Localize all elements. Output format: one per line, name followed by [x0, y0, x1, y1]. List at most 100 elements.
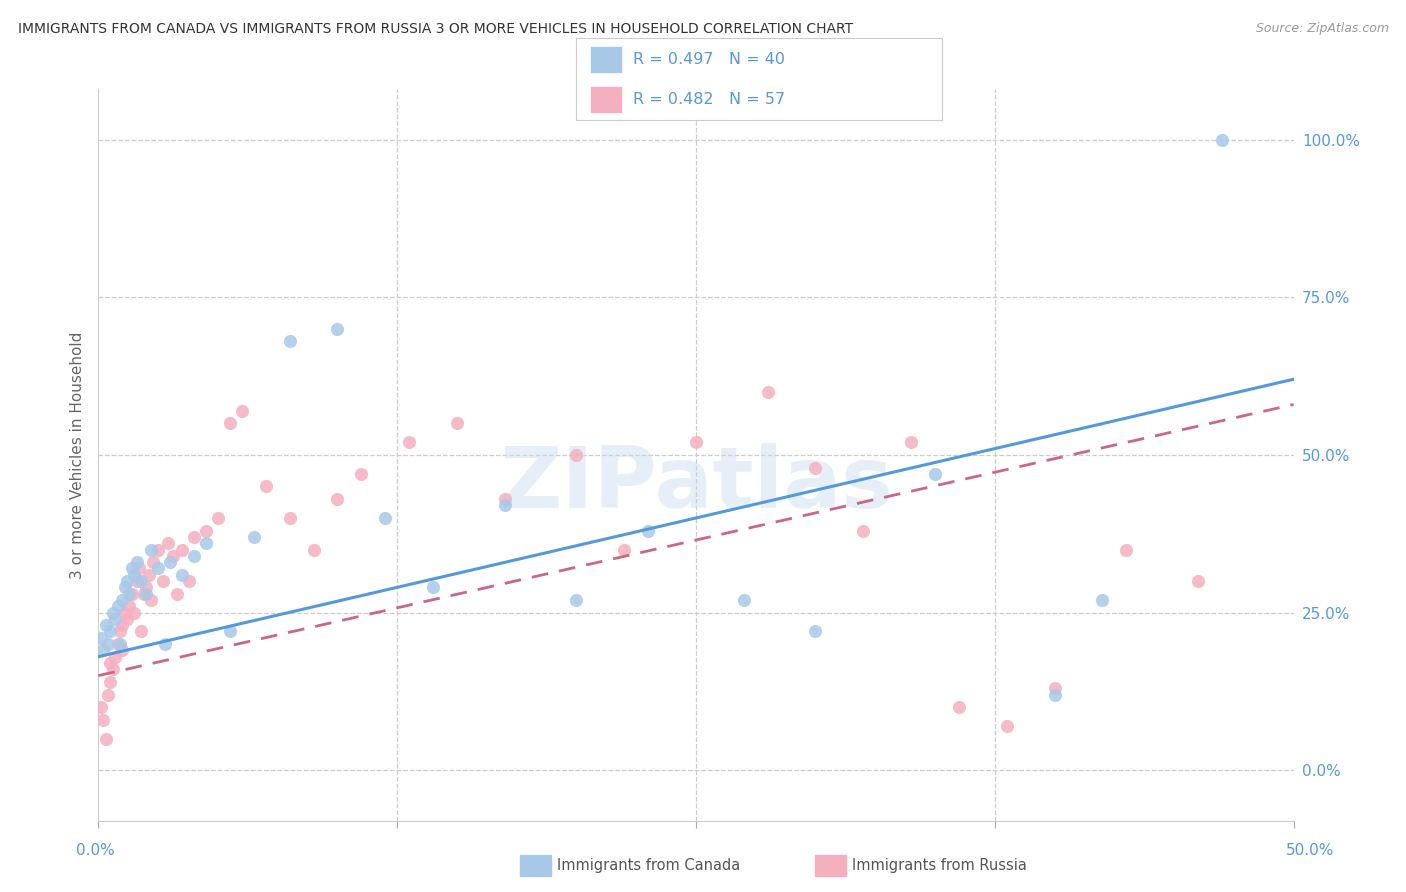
- Point: [131, 574, 153, 588]
- Point: [1091, 593, 1114, 607]
- Point: [148, 561, 170, 575]
- Point: [326, 322, 349, 336]
- Point: [90, 631, 112, 645]
- Point: [243, 530, 266, 544]
- Point: [139, 542, 162, 557]
- Point: [804, 624, 827, 639]
- Point: [148, 542, 170, 557]
- Point: [115, 612, 138, 626]
- Point: [104, 649, 127, 664]
- Point: [97, 688, 120, 702]
- Point: [156, 536, 179, 550]
- Point: [924, 467, 946, 481]
- Point: [179, 574, 201, 588]
- Point: [1043, 688, 1066, 702]
- Point: [565, 448, 588, 462]
- Point: [97, 637, 120, 651]
- Point: [172, 567, 194, 582]
- Point: [254, 479, 277, 493]
- Point: [374, 511, 396, 525]
- Point: [494, 499, 516, 513]
- Point: [124, 606, 146, 620]
- Point: [166, 587, 188, 601]
- Point: [104, 612, 127, 626]
- Point: [152, 574, 174, 588]
- Point: [115, 574, 138, 588]
- Point: [114, 606, 136, 620]
- Point: [90, 700, 112, 714]
- Point: [326, 491, 349, 506]
- Text: 50.0%: 50.0%: [1286, 843, 1334, 858]
- Point: [98, 656, 122, 670]
- Point: [108, 624, 131, 639]
- Point: [350, 467, 373, 481]
- Point: [135, 587, 157, 601]
- Point: [114, 580, 136, 594]
- Point: [98, 624, 122, 639]
- Point: [139, 593, 162, 607]
- Point: [685, 435, 707, 450]
- Point: [124, 567, 146, 582]
- Point: [278, 334, 301, 349]
- Text: R = 0.482   N = 57: R = 0.482 N = 57: [633, 92, 785, 106]
- Point: [118, 587, 141, 601]
- Point: [278, 511, 301, 525]
- Text: IMMIGRANTS FROM CANADA VS IMMIGRANTS FROM RUSSIA 3 OR MORE VEHICLES IN HOUSEHOLD: IMMIGRANTS FROM CANADA VS IMMIGRANTS FRO…: [18, 22, 853, 37]
- Point: [125, 574, 148, 588]
- Point: [637, 524, 659, 538]
- Point: [195, 536, 218, 550]
- Y-axis label: 3 or more Vehicles in Household: 3 or more Vehicles in Household: [70, 331, 86, 579]
- Text: Immigrants from Canada: Immigrants from Canada: [557, 858, 740, 872]
- Point: [183, 530, 205, 544]
- Point: [172, 542, 194, 557]
- Point: [107, 637, 129, 651]
- Point: [101, 662, 124, 676]
- Point: [302, 542, 325, 557]
- Text: 0.0%: 0.0%: [76, 843, 115, 858]
- Point: [948, 700, 970, 714]
- Point: [1187, 574, 1209, 588]
- Point: [91, 713, 114, 727]
- Point: [155, 637, 177, 651]
- Point: [565, 593, 588, 607]
- Text: ZIPatlas: ZIPatlas: [499, 442, 893, 525]
- Point: [195, 524, 218, 538]
- Point: [219, 417, 242, 431]
- Point: [219, 624, 242, 639]
- Point: [111, 593, 134, 607]
- Point: [111, 618, 134, 632]
- Point: [132, 587, 155, 601]
- Point: [162, 549, 184, 563]
- Text: Source: ZipAtlas.com: Source: ZipAtlas.com: [1256, 22, 1389, 36]
- Point: [108, 637, 131, 651]
- Point: [1211, 133, 1233, 147]
- Point: [125, 555, 148, 569]
- Point: [159, 555, 181, 569]
- Point: [1115, 542, 1137, 557]
- Text: Immigrants from Russia: Immigrants from Russia: [852, 858, 1026, 872]
- Point: [398, 435, 420, 450]
- Point: [142, 555, 165, 569]
- Point: [1043, 681, 1066, 696]
- Point: [422, 580, 444, 594]
- Point: [128, 561, 150, 575]
- Point: [900, 435, 922, 450]
- Point: [131, 624, 153, 639]
- Point: [995, 719, 1018, 733]
- Point: [94, 618, 117, 632]
- Point: [756, 384, 779, 399]
- Point: [94, 731, 117, 746]
- Point: [207, 511, 229, 525]
- Point: [804, 460, 827, 475]
- Point: [101, 606, 124, 620]
- Point: [107, 599, 129, 614]
- Point: [446, 417, 468, 431]
- Point: [111, 643, 134, 657]
- Point: [135, 580, 157, 594]
- Point: [138, 567, 160, 582]
- Point: [91, 643, 114, 657]
- Point: [121, 587, 143, 601]
- Point: [98, 674, 122, 689]
- Point: [183, 549, 205, 563]
- Point: [494, 491, 516, 506]
